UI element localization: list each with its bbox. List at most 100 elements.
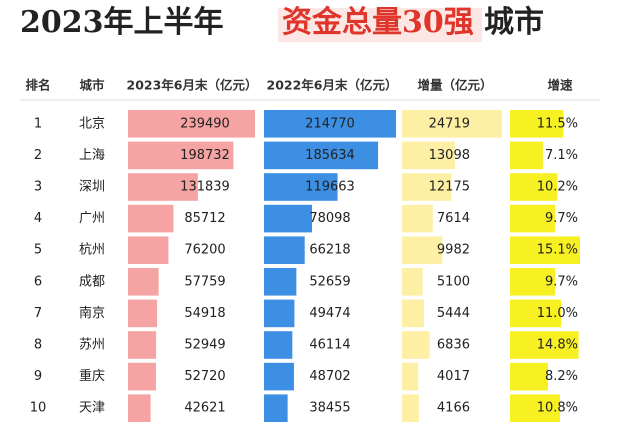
- cell-value: 11.0%: [537, 306, 578, 321]
- cell-value: 119663: [305, 180, 355, 195]
- cell-value: 10.8%: [537, 401, 578, 416]
- data-bar: [402, 173, 452, 201]
- data-bar: [510, 204, 555, 233]
- data-bar: [128, 394, 151, 422]
- cell-value: 4166: [437, 401, 470, 416]
- city: 广州: [79, 211, 105, 226]
- cell-value: 239490: [180, 116, 230, 131]
- cell-value: 9.7%: [545, 274, 578, 289]
- column-header: 2022年6月末（亿元）: [267, 78, 398, 93]
- data-bar: [128, 173, 198, 201]
- data-bar: [128, 141, 234, 170]
- cell-value: 11.5%: [537, 116, 578, 131]
- column-header: 城市: [79, 78, 105, 93]
- data-bar: [510, 236, 580, 264]
- data-bar: [510, 268, 555, 296]
- data-bar: [264, 236, 305, 264]
- data-bar: [128, 110, 255, 138]
- cell-value: 131839: [180, 180, 230, 195]
- column-header: 2023年6月末（亿元）: [127, 78, 258, 93]
- data-bar: [402, 204, 433, 233]
- data-bar: [128, 331, 157, 359]
- city: 北京: [79, 116, 105, 131]
- data-bar: [264, 173, 338, 201]
- cell-value: 8.2%: [545, 369, 578, 384]
- data-bar: [264, 268, 297, 296]
- city: 天津: [79, 401, 105, 416]
- cell-value: 48702: [309, 369, 350, 384]
- rank: 3: [34, 180, 42, 195]
- data-bar: [264, 141, 379, 170]
- data-bar: [264, 362, 294, 391]
- cell-value: 9.7%: [545, 211, 578, 226]
- data-bar: [510, 331, 579, 359]
- cell-value: 4017: [437, 369, 470, 384]
- data-bar: [402, 110, 502, 138]
- data-bar: [402, 268, 423, 296]
- city: 深圳: [79, 180, 105, 195]
- data-bar: [402, 394, 419, 422]
- city: 南京: [79, 305, 105, 321]
- column-header: 增速: [547, 78, 573, 93]
- cell-value: 13098: [429, 148, 470, 163]
- title-part: 城市: [484, 5, 544, 40]
- cell-value: 76200: [184, 243, 225, 258]
- title-part: 资金总量30强: [282, 5, 474, 40]
- data-bar: [510, 362, 549, 391]
- cell-value: 85712: [184, 211, 225, 226]
- data-bar: [128, 268, 159, 296]
- cell-value: 49474: [309, 306, 350, 321]
- cell-value: 54918: [184, 306, 225, 321]
- cell-value: 12175: [429, 180, 470, 195]
- data-bar: [402, 236, 443, 264]
- column-header: 增量（亿元）: [417, 78, 492, 93]
- cell-value: 38455: [309, 401, 350, 416]
- data-bar: [128, 362, 156, 391]
- data-bar: [402, 299, 425, 328]
- rank: 5: [34, 243, 42, 258]
- cell-value: 5100: [437, 274, 470, 289]
- cell-value: 10.2%: [537, 180, 578, 195]
- data-bar: [510, 110, 564, 138]
- data-bar: [264, 394, 288, 422]
- data-bar: [128, 299, 158, 328]
- cell-value: 214770: [305, 116, 355, 131]
- rank: 7: [34, 306, 42, 321]
- city: 成都: [79, 274, 105, 289]
- cell-value: 52949: [184, 338, 225, 353]
- data-bar: [264, 110, 396, 138]
- rank: 8: [34, 338, 42, 353]
- cell-value: 57759: [184, 274, 225, 289]
- cell-value: 7614: [437, 211, 470, 226]
- cell-value: 185634: [305, 148, 355, 163]
- city: 杭州: [79, 243, 105, 258]
- title-part: 2023年上半年: [20, 5, 224, 40]
- cell-value: 42621: [184, 401, 225, 416]
- city: 上海: [79, 148, 105, 163]
- data-bar: [264, 299, 295, 328]
- data-bar: [264, 204, 312, 233]
- cell-value: 46114: [309, 338, 350, 353]
- rank: 10: [30, 401, 47, 416]
- cell-value: 7.1%: [545, 148, 578, 163]
- cell-value: 15.1%: [537, 243, 578, 258]
- rank: 9: [34, 369, 42, 384]
- cell-value: 78098: [309, 211, 350, 226]
- cell-value: 9982: [437, 243, 470, 258]
- city: 苏州: [79, 337, 105, 353]
- cell-value: 14.8%: [537, 338, 578, 353]
- cell-value: 52659: [309, 274, 350, 289]
- data-bar: [510, 394, 561, 422]
- rank: 6: [34, 274, 42, 289]
- data-bar: [510, 173, 558, 201]
- cell-value: 24719: [429, 116, 470, 131]
- title-highlight: [278, 8, 482, 42]
- cell-value: 52720: [184, 369, 225, 384]
- data-bar: [510, 299, 561, 328]
- data-bar: [510, 141, 543, 170]
- data-bar: [264, 331, 293, 359]
- rank: 4: [34, 211, 42, 226]
- data-bar: [402, 331, 430, 359]
- rank: 1: [34, 116, 42, 131]
- city: 重庆: [79, 368, 105, 384]
